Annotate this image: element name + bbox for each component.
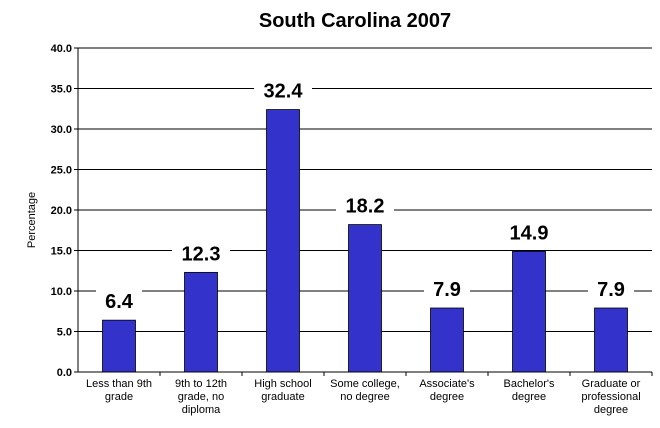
y-axis-label: Percentage (26, 192, 38, 248)
chart-title: South Carolina 2007 (259, 10, 451, 32)
axes (74, 47, 653, 376)
y-tick-label: 20.0 (51, 205, 72, 217)
data-labels: 6.4 12.3 32.4 18.2 7.9 14.9 7.9 (96, 79, 634, 315)
data-label: 12.3 (182, 243, 221, 265)
y-tick-label: 0.0 (57, 367, 72, 379)
x-tick-label: Graduate or professional degree (581, 378, 640, 416)
bars (102, 109, 628, 373)
x-tick-label: Bachelor's degree (503, 378, 555, 403)
x-tick-label: 9th to 12th grade, no diploma (175, 378, 227, 416)
y-tick-label: 10.0 (51, 286, 72, 298)
data-label: 14.9 (510, 222, 549, 244)
y-tick-label: 5.0 (57, 327, 72, 339)
data-label-background (96, 290, 142, 315)
data-label: 7.9 (597, 279, 625, 301)
data-label-background (254, 79, 312, 104)
data-label-background (172, 242, 230, 267)
x-tick-label: Some college, no degree (330, 378, 400, 403)
y-tick-label: 40.0 (51, 43, 72, 55)
y-tick-label: 35.0 (51, 84, 72, 96)
data-label: 7.9 (433, 279, 461, 301)
x-tick-label: Associate's degree (419, 378, 475, 403)
bar (266, 109, 300, 373)
bar (102, 319, 136, 373)
bar (430, 307, 464, 373)
data-label: 18.2 (346, 196, 385, 218)
y-tick-label: 15.0 (51, 246, 72, 258)
data-label: 32.4 (264, 81, 304, 103)
y-tick-label: 30.0 (51, 124, 72, 136)
x-tick-labels: Less than 9th grade 9th to 12th grade, no di… (86, 378, 641, 416)
data-label: 6.4 (105, 291, 134, 313)
x-tick-label: Less than 9th grade (86, 378, 152, 403)
bar (594, 307, 628, 373)
data-label-background (588, 278, 634, 303)
y-tick-label: 25.0 (51, 165, 72, 177)
y-tick-labels: 0.0 5.0 10.0 15.0 20.0 25.0 30.0 35.0 40.0 (51, 43, 72, 379)
data-label-background (336, 194, 394, 219)
x-tick-label: High school graduate (254, 378, 311, 403)
bar (512, 250, 546, 373)
bar (348, 224, 382, 373)
bar (184, 271, 218, 373)
data-label-background (500, 221, 558, 246)
data-label-background (424, 278, 470, 303)
